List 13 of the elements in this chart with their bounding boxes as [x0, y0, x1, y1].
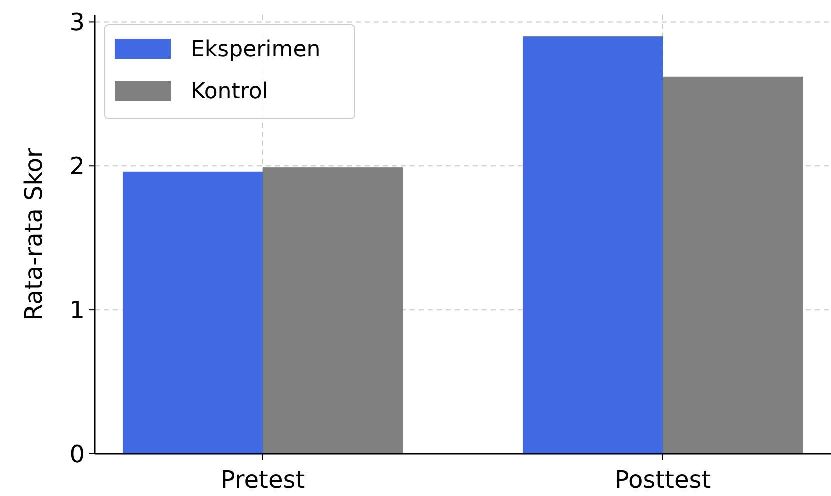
y-axis-title: Rata-rata Skor — [20, 148, 48, 321]
bar — [123, 172, 263, 454]
y-tick-label: 2 — [70, 152, 85, 181]
y-tick-label: 1 — [70, 296, 85, 324]
bar — [663, 76, 803, 454]
y-tick-label: 3 — [70, 8, 85, 37]
legend-label: Eksperimen — [191, 38, 321, 63]
legend-label: Kontrol — [191, 80, 268, 105]
bar — [523, 36, 663, 454]
x-tick-label: Posttest — [614, 466, 712, 494]
bar — [263, 168, 403, 454]
y-tick-label: 0 — [70, 440, 85, 468]
x-tick-label: Pretest — [220, 466, 306, 494]
